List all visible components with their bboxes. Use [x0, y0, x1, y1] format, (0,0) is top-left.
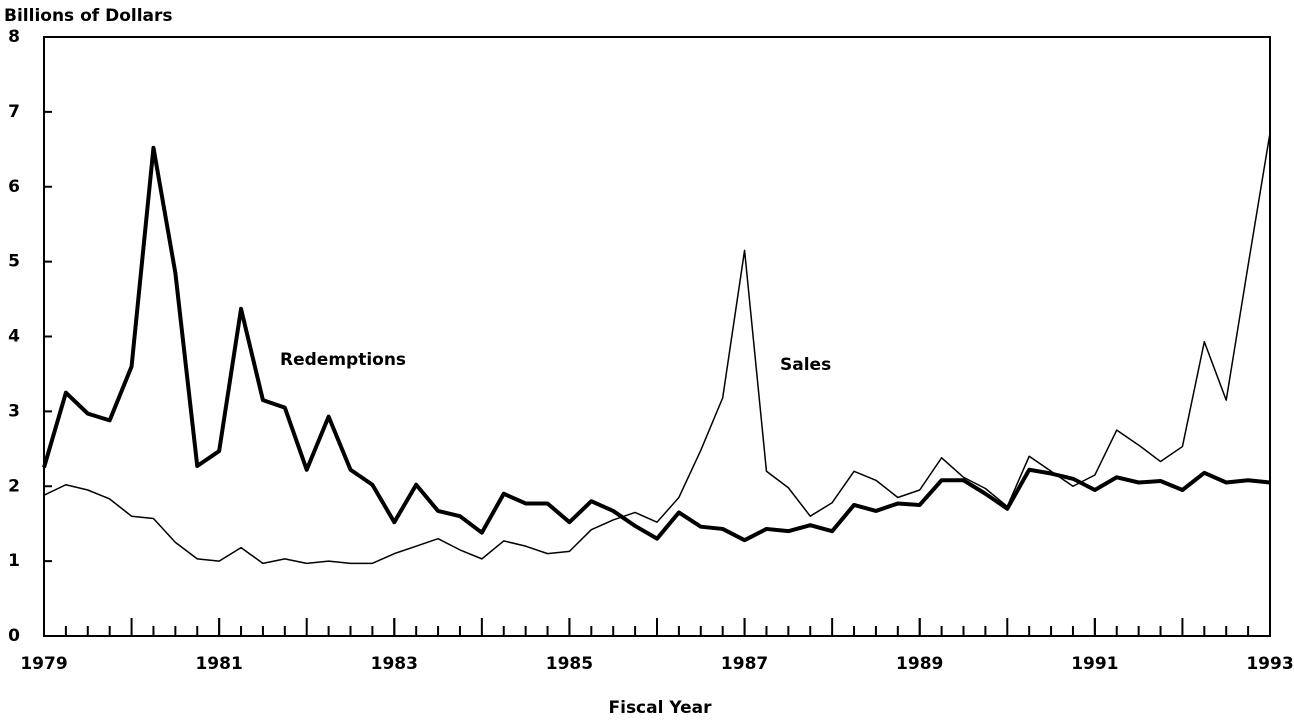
series-line [43, 132, 1271, 565]
series-line [42, 145, 1271, 543]
x-tick-label: 1991 [1071, 654, 1118, 674]
series-label: Sales [780, 355, 831, 375]
y-tick-label: 4 [8, 327, 20, 347]
plot-frame [43, 36, 1271, 637]
y-tick-label: 8 [8, 27, 20, 47]
y-axis-title: Billions of Dollars [4, 6, 173, 26]
x-tick-label: 1981 [195, 654, 242, 674]
series-label: Redemptions [280, 350, 406, 370]
y-tick-label: 0 [8, 626, 20, 646]
x-tick-label: 1983 [371, 654, 418, 674]
y-tick-label: 7 [8, 102, 20, 122]
y-tick-label: 5 [8, 252, 20, 272]
x-tick-label: 1979 [20, 654, 67, 674]
x-tick-label: 1989 [896, 654, 943, 674]
y-tick-label: 1 [8, 551, 20, 571]
y-tick-label: 6 [8, 177, 20, 197]
x-tick-label: 1985 [546, 654, 593, 674]
x-axis-title: Fiscal Year [609, 698, 713, 718]
y-tick-label: 2 [8, 476, 20, 496]
y-tick-label: 3 [8, 401, 20, 421]
x-tick-label: 1993 [1246, 654, 1293, 674]
x-tick-label: 1987 [721, 654, 768, 674]
